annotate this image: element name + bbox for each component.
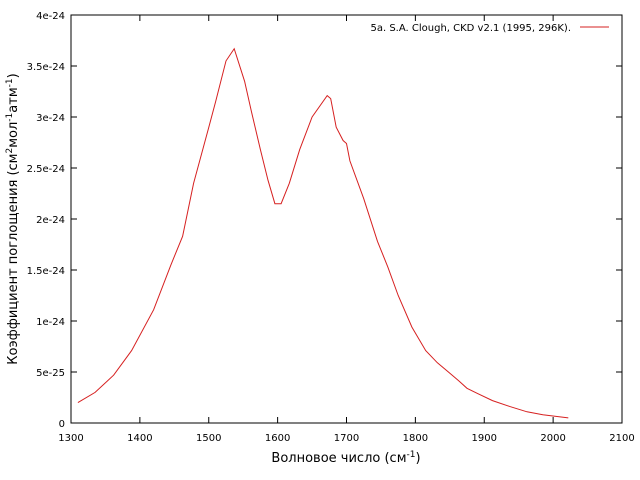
x-tick-label: 1300 (58, 433, 83, 444)
y-tick-label: 0 (59, 419, 65, 430)
axis-ticks: 1300 1400 1500 1600 1700 1800 1900 2000 2100 0 5e-… (27, 11, 635, 444)
x-tick-label: 1700 (334, 433, 359, 444)
x-tick-label: 1800 (403, 433, 428, 444)
y-tick-label: 3e-24 (36, 113, 65, 124)
plot-frame (70, 14, 623, 424)
y-axis-title: Коэффициент поглощения (см2мол-1атм-1) (5, 73, 21, 364)
x-tick-label: 1900 (472, 433, 497, 444)
legend: 5a. S.A. Clough, CKD v2.1 (1995, 296K). (370, 23, 609, 34)
legend-label: 5a. S.A. Clough, CKD v2.1 (1995, 296K). (370, 23, 571, 34)
y-tick-label: 1e-24 (36, 317, 65, 328)
y-tick-label: 3.5e-24 (27, 62, 65, 73)
x-tick-label: 2100 (609, 433, 634, 444)
series-line (77, 47, 569, 419)
x-tick-label: 1400 (127, 433, 152, 444)
y-tick-label: 4e-24 (36, 11, 65, 22)
x-tick-label: 1600 (265, 433, 290, 444)
x-tick-label: 2000 (540, 433, 565, 444)
series-layer (77, 47, 569, 419)
y-tick-label: 2e-24 (36, 215, 65, 226)
x-axis-title: Волновое число (см-1) (271, 450, 420, 466)
y-tick-label: 2.5e-24 (27, 164, 65, 175)
y-tick-label: 5e-25 (36, 368, 65, 379)
x-tick-label: 1500 (196, 433, 221, 444)
y-tick-label: 1.5e-24 (27, 266, 65, 277)
